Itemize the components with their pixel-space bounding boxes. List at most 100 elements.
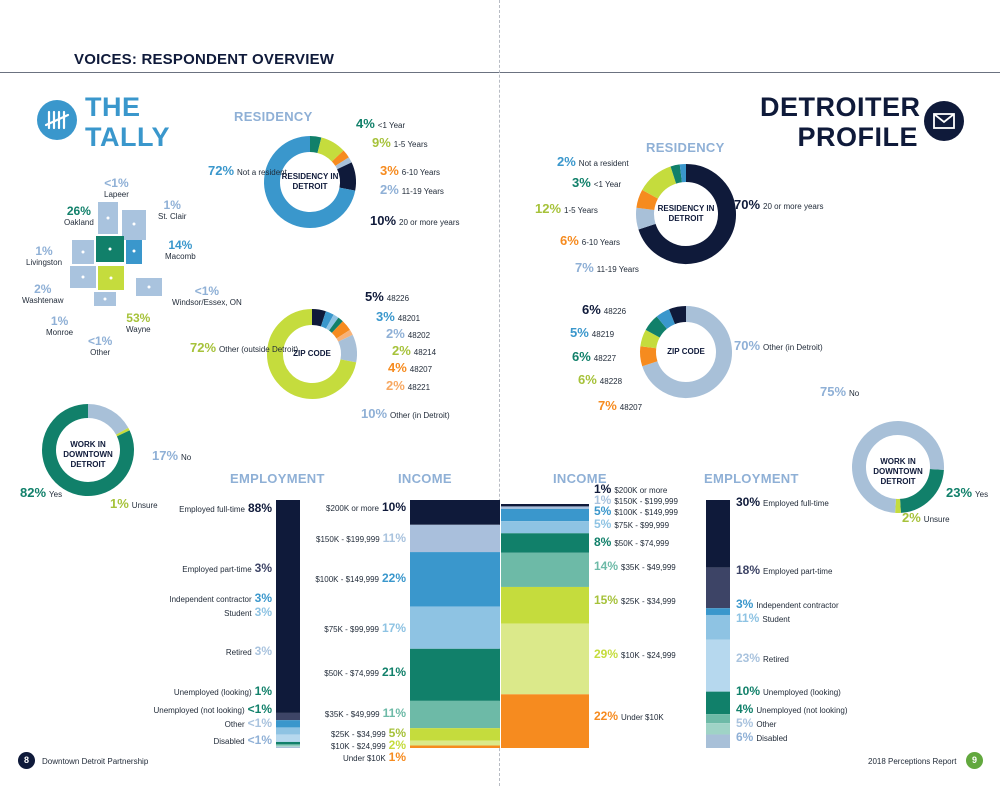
bar-profile_employment-segment-disabled [706,734,730,748]
donut-profile_residency-slice-11-19-years [636,207,656,230]
map-label-st-clair: 1% St. Clair [158,198,187,221]
bar-tally_income-label-35k-49-999: $35K - $49,999 11% [324,706,406,720]
donut-tally_zip-label-48214: 2% 48214 [392,343,437,358]
donut-tally_residency-label-6-10-years: 3% 6-10 Years [380,163,441,178]
bar-profile_employment-label-employed-full-time: 30% Employed full-time [736,495,829,509]
bar-tally_income-segment-under-10k [410,745,500,748]
bar-tally_employment-segment-unemployed-not-looking [276,744,300,746]
map-label-livingston: 1% Livingston [26,244,63,267]
bar-profile_income-label-25k-34-999: 15% $25K - $34,999 [594,593,676,607]
map-label-monroe: 1% Monroe [46,314,74,337]
bar-profile_employment-label-unemployed-looking: 10% Unemployed (looking) [736,684,841,698]
bar-profile_employment-segment-unemployed-not-looking [706,714,730,724]
bar-tally_employment-segment-employed-part-time [276,712,300,721]
profile-income-section-label: INCOME [553,471,607,486]
envelope-icon [924,101,964,141]
bar-tally_employment-segment-independent-contractor [276,720,300,728]
profile-residency-section-label: RESIDENCY [646,140,725,155]
donut-tally_zip-slice-48214 [328,317,343,333]
donut-tally_residency-label-11-19-years: 2% 11-19 Years [380,182,444,197]
page-header-title: VOICES: RESPONDENT OVERVIEW [74,51,335,68]
donut-profile_zip-slice-48228 [640,329,660,349]
map-label-windsor: <1% Windsor/Essex, ON [172,284,242,307]
bar-tally_income-label-150k-199-999: $150K - $199,999 11% [316,531,406,545]
donut-tally_zip-slice-48201 [320,311,334,329]
donut-tally_zip-label-48202: 2% 48202 [386,326,431,341]
donut-tally_residency-label-1-5-years: 9% 1-5 Years [372,135,428,150]
donut-tally_zip-center-label: ZIP CODE [293,349,331,358]
donut-profile_zip-slice-48227 [645,316,668,338]
donut-profile_zip-center-label: ZIP CODE [667,347,705,356]
donut-profile_work-label-no: 75% No [820,384,860,399]
bar-profile_employment-segment-other [706,723,730,735]
donut-profile_residency-slice-1-year [670,164,683,184]
page-divider [499,0,500,786]
donut-tally_work-slice-unsure [116,427,130,437]
map-label-washtenaw: 2% Washtenaw [22,282,64,305]
map-label-lapeer: <1% Lapeer [104,176,129,199]
donut-tally_residency-label-20-or-more-years: 10% 20 or more years [370,213,460,228]
footer-left-text: Downtown Detroit Partnership [42,757,149,766]
bar-tally_income-label-under-10k: Under $10K 1% [342,750,406,764]
donut-tally_residency-label-not-a-resident: 72% Not a resident [208,163,287,178]
donut-profile_residency-label-1-year: 3% <1 Year [572,175,622,190]
donut-profile_residency-label-20-or-more-years: 70% 20 or more years [734,197,824,212]
county-map [70,202,162,306]
map-label-other: <1% Other [88,334,113,357]
bar-profile_income-segment-10k-24-999 [501,623,589,695]
donut-tally_zip-slice-48202 [325,314,339,331]
donut-tally_residency-center-label: RESIDENCY IN DETROIT [281,172,339,191]
donut-profile_residency-label-6-10-years: 6% 6-10 Years [560,233,621,248]
donut-tally_residency-slice-1-5-years [317,137,344,162]
bar-profile_employment-segment-unemployed-looking [706,691,730,715]
bar-profile_employment-segment-student [706,614,730,640]
donut-profile_residency-center-label: RESIDENCY IN DETROIT [657,204,715,223]
bar-tally_employment-label-employed-part-time: Employed part-time 3% [182,561,272,575]
footer-right-text: 2018 Perceptions Report [868,757,957,766]
bar-tally_employment-label-unemployed-not-looking: Unemployed (not looking) <1% [153,702,272,716]
map-label-macomb: 14% Macomb [165,238,196,261]
map-label-wayne: 53% Wayne [126,311,151,334]
donut-tally_residency-slice-1-year [309,136,322,153]
bar-profile_employment-label-retired: 23% Retired [736,651,789,665]
bar-profile_income-segment-200k-or-more [501,504,589,507]
bar-tally_income-label-25k-34-999: $25K - $34,999 5% [330,726,406,740]
bar-profile_income-label-under-10k: 22% Under $10K [594,709,664,723]
left-page-number: 8 [18,752,35,769]
bar-profile_employment-label-student: 11% Student [736,611,790,625]
donut-tally_zip-label-48207: 4% 48207 [388,360,433,375]
bar-profile_income-segment-50k-74-999 [501,533,589,553]
bar-tally_income-label-10k-24-999: $10K - $24,999 2% [330,738,406,752]
bar-tally_employment-segment-retired [276,734,300,742]
profile-title: DETROITER PROFILE [760,92,921,152]
donut-profile_work-center-label: WORK IN DOWNTOWN DETROIT [873,457,923,486]
header-rule [0,72,1000,73]
bar-tally_income-label-100k-149-999: $100K - $149,999 22% [315,571,406,585]
bar-tally_income-segment-100k-149-999 [410,552,500,607]
bar-profile_income-label-75k-99-999: 5% $75K - $99,999 [594,517,670,531]
bar-profile_income-label-200k-or-more: 1% $200K or more [594,482,668,496]
donut-tally_zip-slice-48221 [336,329,353,342]
bar-tally_employment-segment-unemployed-looking [276,741,300,745]
bar-profile_income-segment-100k-149-999 [501,508,589,522]
bar-tally_income-segment-50k-74-999 [410,648,500,701]
bar-profile_income-segment-35k-49-999 [501,552,589,587]
donut-tally_zip-label-other-outside-detroit: 72% Other (outside Detroit) [190,340,299,355]
bar-profile_income-label-50k-74-999: 8% $50K - $74,999 [594,535,670,549]
donut-tally_work-label-yes: 82% Yes [20,485,63,500]
donut-tally_zip-slice-48226 [311,309,326,327]
donut-tally_zip-label-other-in-detroit: 10% Other (in Detroit) [361,406,450,421]
bar-profile_employment-label-other: 5% Other [736,716,777,730]
donut-tally_work-center-label: WORK IN DOWNTOWN DETROIT [63,440,113,469]
bar-profile_employment-label-disabled: 6% Disabled [736,730,788,744]
bar-tally_income-label-75k-99-999: $75K - $99,999 17% [324,621,406,635]
bar-profile_employment-label-employed-part-time: 18% Employed part-time [736,563,833,577]
bar-profile_income-label-10k-24-999: 29% $10K - $24,999 [594,647,676,661]
bar-profile_income-segment-75k-99-999 [501,521,589,534]
bar-tally_employment-segment-student [276,727,300,735]
bar-tally_employment-segment-disabled [276,746,300,748]
tally-residency-section-label: RESIDENCY [234,109,313,124]
bar-tally_income-segment-35k-49-999 [410,700,500,729]
bar-tally_employment-label-independent-contractor: Independent contractor 3% [169,591,272,605]
donut-profile_zip-slice-48219 [656,309,676,330]
